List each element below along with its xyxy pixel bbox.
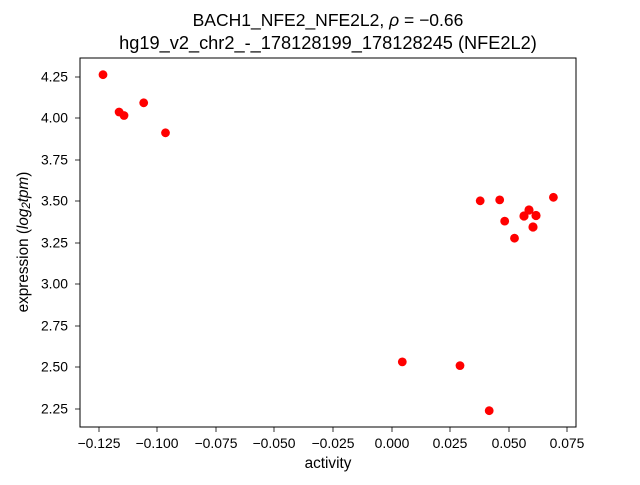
svg-text:BACH1_NFE2_NFE2L2, ρ = −0.66: BACH1_NFE2_NFE2L2, ρ = −0.66	[193, 10, 464, 31]
svg-text:3.50: 3.50	[41, 193, 68, 209]
svg-text:0.025: 0.025	[433, 435, 468, 451]
svg-text:0.075: 0.075	[550, 435, 585, 451]
svg-text:hg19_v2_chr2_-_178128199_17812: hg19_v2_chr2_-_178128199_178128245 (NFE2…	[119, 33, 537, 54]
svg-text:2.75: 2.75	[41, 318, 68, 334]
svg-text:4.00: 4.00	[41, 110, 68, 126]
svg-text:3.00: 3.00	[41, 276, 68, 292]
svg-text:−0.125: −0.125	[78, 435, 121, 451]
svg-text:−0.100: −0.100	[136, 435, 179, 451]
svg-text:−0.075: −0.075	[195, 435, 238, 451]
svg-text:−0.050: −0.050	[253, 435, 296, 451]
svg-text:0.000: 0.000	[375, 435, 410, 451]
svg-text:2.25: 2.25	[41, 401, 68, 417]
svg-text:activity: activity	[305, 455, 352, 472]
svg-text:3.75: 3.75	[41, 152, 68, 168]
svg-text:−0.025: −0.025	[312, 435, 355, 451]
svg-text:3.25: 3.25	[41, 235, 68, 251]
svg-text:0.050: 0.050	[492, 435, 527, 451]
svg-text:2.50: 2.50	[41, 359, 68, 375]
svg-text:4.25: 4.25	[41, 69, 68, 85]
svg-text:expression (log2tpm): expression (log2tpm)	[15, 172, 33, 313]
